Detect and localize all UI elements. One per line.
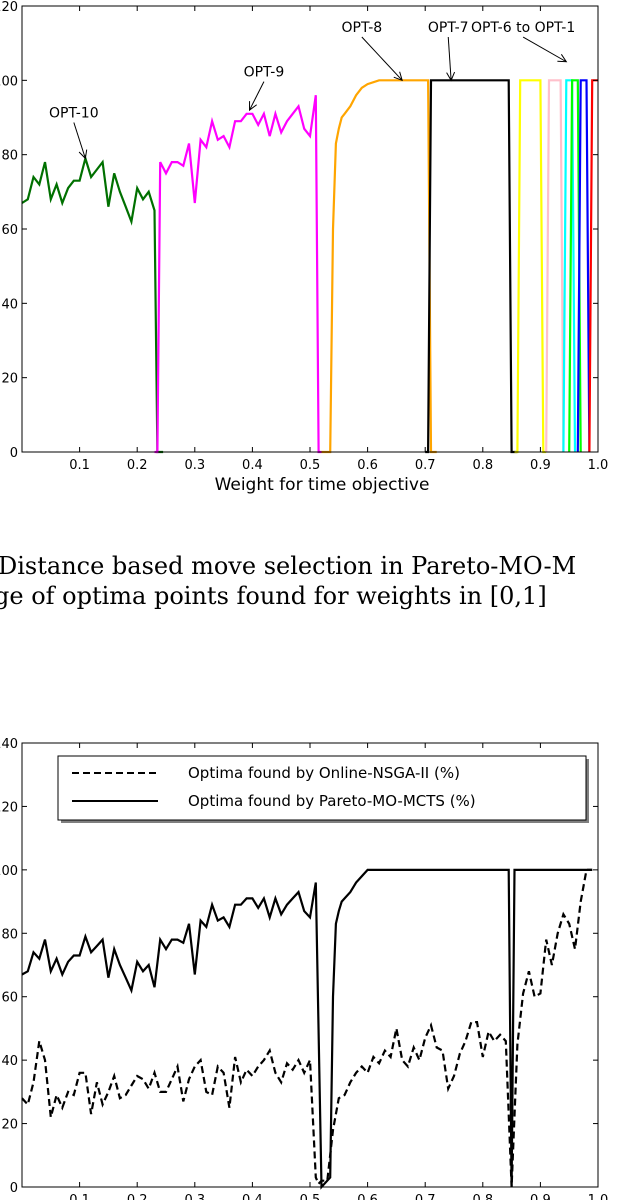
x-tick-label: 0.9 (530, 1193, 551, 1200)
annotation-text: OPT-8 (341, 20, 382, 36)
legend: Optima found by Online-NSGA-II (%) Optima… (57, 755, 589, 823)
y-tick-label: 40 (1, 297, 18, 312)
x-tick-label: 0.5 (300, 1193, 321, 1200)
annotation-3: OPT-8 (341, 20, 403, 82)
y-tick-label: 60 (1, 991, 18, 1006)
y-tick-label: 100 (0, 864, 18, 879)
comparison-chart: 0.1 0.2 0.3 0.4 0.5 0.6 0.7 0.8 0.9 1.0 0 20 40 60 80 1… (0, 737, 609, 1200)
annotation-text: OPT-6 to OPT-1 (471, 20, 575, 36)
x-tick-label: 0.1 (69, 1193, 90, 1200)
annotation-arrow-head (78, 149, 88, 160)
annotation-4: OPT-7 (428, 20, 469, 82)
annotation-1: OPT-10 (49, 106, 99, 160)
annotation-arrow-head (557, 54, 568, 63)
x-tick-label: 0.1 (69, 458, 90, 473)
y-tick-label: 140 (0, 737, 18, 752)
legend-label-2: Optima found by Pareto-MO-MCTS (%) (188, 792, 476, 810)
series-line-7 (562, 79, 577, 453)
annotation-arrow-line (522, 36, 567, 63)
legend-label-1: Optima found by Online-NSGA-II (%) (188, 764, 460, 782)
x-tick-label: 0.8 (472, 1193, 493, 1200)
x-tick-label: 0.2 (127, 458, 148, 473)
y-tick-label: 0 (10, 1181, 18, 1196)
y-tick-label: 120 (0, 0, 18, 15)
caption-line-2: ge of optima points found for weights in… (0, 582, 547, 610)
annotation-arrow-line (447, 36, 452, 81)
series-line-2 (21, 868, 593, 1190)
series-line-3 (321, 79, 437, 454)
x-tick-label: 1.0 (588, 1193, 609, 1200)
x-tick-label: 0.4 (242, 1193, 263, 1200)
annotation-text: OPT-10 (49, 106, 99, 122)
annotation-arrow-head (393, 71, 403, 82)
x-tick-label: 0.4 (242, 458, 263, 473)
y-tick-label: 120 (0, 800, 18, 815)
caption-line-1: Distance based move selection in Pareto-… (0, 552, 577, 580)
series-line-10 (588, 79, 598, 453)
series-line-5 (514, 79, 547, 454)
series-line-1 (21, 868, 593, 1188)
annotation-text: OPT-7 (428, 20, 469, 36)
x-tick-label: 0.3 (184, 1193, 205, 1200)
y-tick-label: 100 (0, 74, 18, 89)
annotation-2: OPT-9 (244, 65, 285, 112)
x-axis-label: Weight for time objective (215, 475, 430, 495)
y-tick-label: 20 (1, 372, 18, 387)
y-tick-label: 20 (1, 1118, 18, 1133)
y-tick-label: 80 (1, 927, 18, 942)
x-tick-label: 0.2 (127, 1193, 148, 1200)
x-tick-label: 0.5 (300, 458, 321, 473)
annotation-5: OPT-6 to OPT-1 (471, 20, 575, 63)
y-tick-label: 0 (10, 446, 18, 461)
annotation-arrow-line (249, 81, 265, 111)
figure-caption: Distance based move selection in Pareto-… (0, 551, 626, 611)
x-tick-label: 0.7 (415, 1193, 436, 1200)
series-line-2 (154, 95, 322, 454)
x-tick-label: 0.8 (472, 458, 493, 473)
weight-sweep-chart: 0.1 0.2 0.3 0.4 0.5 0.6 0.7 0.8 0.9 1.0 0 20 40 60 80 1… (0, 0, 609, 495)
x-tick-label: 0.6 (357, 458, 378, 473)
x-tick-label: 0.7 (415, 458, 436, 473)
series-line-1 (21, 154, 164, 454)
annotation-arrow-head (249, 101, 257, 112)
legend-box (57, 755, 587, 821)
series-line-6 (545, 79, 565, 453)
annotation-arrow-line (73, 122, 86, 159)
x-tick-label: 0.3 (184, 458, 205, 473)
series-line-9 (576, 79, 591, 453)
annotation-text: OPT-9 (244, 65, 285, 81)
series-line-4 (425, 79, 518, 454)
y-tick-label: 40 (1, 1054, 18, 1069)
annotation-arrow-head (446, 71, 456, 82)
x-tick-label: 0.6 (357, 1193, 378, 1200)
y-tick-label: 60 (1, 223, 18, 238)
x-tick-label: 1.0 (588, 458, 609, 473)
x-tick-label: 0.9 (530, 458, 551, 473)
annotation-arrow-line (361, 36, 403, 81)
y-tick-label: 80 (1, 149, 18, 164)
